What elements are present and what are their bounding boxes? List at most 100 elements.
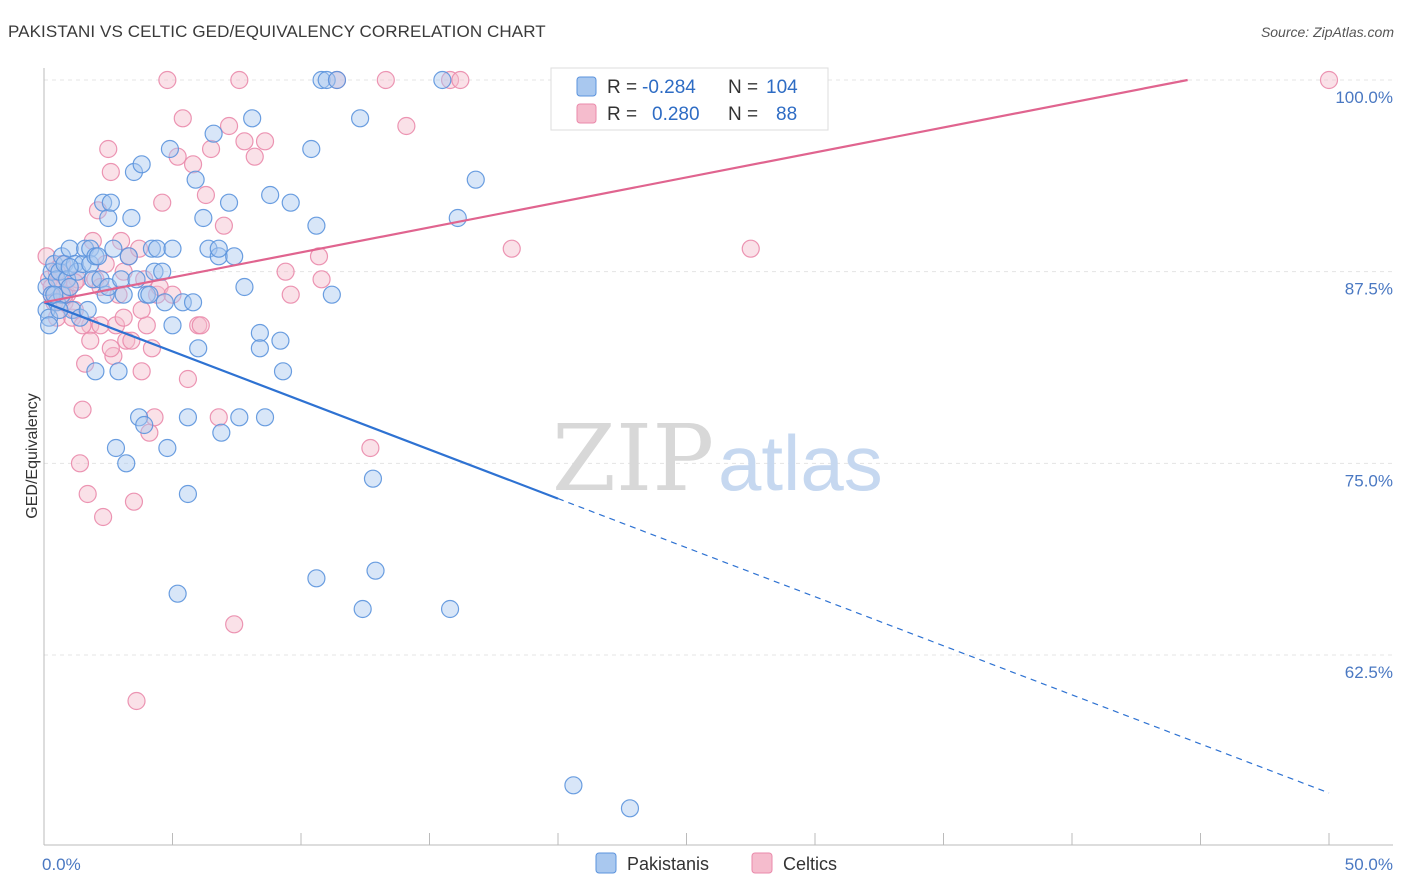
celtics-point bbox=[209, 408, 228, 427]
celtics-point bbox=[219, 116, 239, 136]
legend-box bbox=[550, 67, 829, 131]
celtics-point bbox=[255, 132, 275, 151]
pakistanis-point bbox=[183, 293, 203, 312]
legend-r-value-2: 0.280 bbox=[652, 104, 700, 125]
pakistanis-point bbox=[124, 162, 144, 182]
celtics-point bbox=[1319, 70, 1339, 90]
trend-line-celtics bbox=[43, 78, 1188, 304]
trend-line-pakistanis bbox=[43, 301, 559, 500]
legend-swatch-pakistanis bbox=[576, 76, 597, 97]
pakistanis-point bbox=[119, 247, 138, 266]
pakistanis-point bbox=[212, 423, 231, 442]
celtics-point bbox=[173, 109, 192, 128]
legend-bottom-swatch-celtics bbox=[751, 852, 773, 874]
x-tick-label-max: 50.0% bbox=[1345, 855, 1393, 874]
pakistanis-point bbox=[243, 109, 262, 128]
pakistanis-point bbox=[40, 316, 59, 335]
y-tick-label: 62.5% bbox=[1345, 663, 1393, 682]
celtics-point bbox=[201, 139, 221, 159]
legend-r-label-1: R = bbox=[607, 77, 637, 98]
celtics-point bbox=[163, 285, 182, 304]
celtics-point bbox=[214, 216, 233, 235]
pakistanis-point bbox=[109, 362, 128, 381]
celtics-point bbox=[502, 239, 521, 258]
celtics-point bbox=[225, 615, 244, 634]
pakistanis-point bbox=[307, 569, 326, 588]
celtics-point bbox=[73, 400, 92, 419]
pakistanis-point bbox=[433, 70, 452, 90]
pakistanis-point bbox=[158, 438, 177, 458]
pakistanis-point bbox=[178, 408, 198, 427]
watermark: ZIP atlas bbox=[552, 405, 883, 512]
pakistanis-point bbox=[60, 257, 79, 277]
celtics-point bbox=[153, 193, 172, 212]
grid-lines bbox=[44, 79, 1393, 656]
pakistanis-point bbox=[83, 270, 102, 289]
x-tick-marks bbox=[43, 833, 1330, 845]
pakistanis-point bbox=[209, 239, 228, 258]
pakistanis-point bbox=[250, 339, 269, 358]
pakistanis-point bbox=[194, 208, 213, 228]
celtics-point bbox=[145, 408, 164, 427]
celtics-point bbox=[451, 70, 470, 90]
pakistanis-point bbox=[178, 484, 198, 504]
pakistanis-point bbox=[230, 408, 249, 427]
legend-top: R = -0.284 N = 104 R = 0.280 N = 88 bbox=[550, 67, 829, 131]
celtics-point bbox=[94, 507, 113, 527]
celtics-point bbox=[440, 70, 460, 90]
celtics-point bbox=[124, 492, 144, 511]
celtics-point bbox=[127, 691, 146, 711]
legend-bottom-label-pakistanis: Pakistanis bbox=[627, 854, 709, 874]
celtics-point bbox=[137, 316, 156, 335]
pakistanis-point bbox=[302, 139, 321, 159]
celtics-point bbox=[81, 331, 100, 350]
legend-bottom-label-celtics: Celtics bbox=[783, 854, 837, 874]
pakistanis-point bbox=[160, 139, 180, 159]
celtics-point bbox=[178, 369, 198, 389]
pakistanis-point bbox=[250, 323, 269, 343]
pakistanis-point bbox=[363, 469, 383, 488]
celtics-point bbox=[129, 239, 149, 258]
celtics-point bbox=[276, 262, 295, 281]
watermark-zip: ZIP bbox=[552, 405, 714, 512]
celtics-point bbox=[109, 285, 128, 304]
celtics-point bbox=[281, 285, 300, 304]
pakistanis-point bbox=[173, 293, 192, 312]
source-label: Source: ZipAtlas.com bbox=[1260, 24, 1394, 40]
pakistanis-point bbox=[101, 193, 120, 212]
pakistanis-point bbox=[60, 277, 79, 297]
trend-lines bbox=[43, 78, 1330, 794]
watermark-atlas: atlas bbox=[718, 419, 883, 507]
pakistanis-point bbox=[88, 247, 108, 266]
y-tick-labels: 62.5% 75.0% 87.5% 100.0% bbox=[1335, 88, 1393, 682]
pakistanis-point bbox=[140, 285, 159, 304]
celtics-point bbox=[230, 70, 249, 90]
pakistanis-point bbox=[155, 293, 174, 312]
series-celtics-points bbox=[37, 70, 1339, 711]
pakistanis-point bbox=[564, 776, 583, 795]
pakistanis-point bbox=[351, 109, 370, 128]
legend-r-label-2: R = bbox=[607, 104, 637, 125]
pakistanis-point bbox=[322, 285, 341, 304]
celtics-point bbox=[168, 147, 187, 166]
pakistanis-point bbox=[620, 799, 640, 818]
celtics-point bbox=[132, 362, 151, 381]
pakistanis-point bbox=[163, 239, 182, 258]
legend-n-value-1: 104 bbox=[766, 77, 798, 98]
pakistanis-point bbox=[186, 170, 205, 189]
pakistanis-point bbox=[271, 331, 290, 350]
celtics-point bbox=[191, 316, 210, 335]
legend-n-value-2: 88 bbox=[776, 104, 797, 125]
pakistanis-point bbox=[281, 193, 300, 212]
series-pakistanis-points bbox=[37, 70, 640, 818]
legend-n-label-1: N = bbox=[728, 77, 758, 98]
pakistanis-point bbox=[135, 415, 154, 435]
pakistanis-point bbox=[209, 247, 228, 266]
y-tick-label: 87.5% bbox=[1345, 280, 1393, 299]
pakistanis-point bbox=[353, 599, 372, 619]
pakistanis-point bbox=[60, 239, 79, 258]
x-tick-label-min: 0.0% bbox=[42, 855, 81, 874]
pakistanis-point bbox=[312, 70, 331, 90]
celtics-point bbox=[245, 147, 264, 166]
